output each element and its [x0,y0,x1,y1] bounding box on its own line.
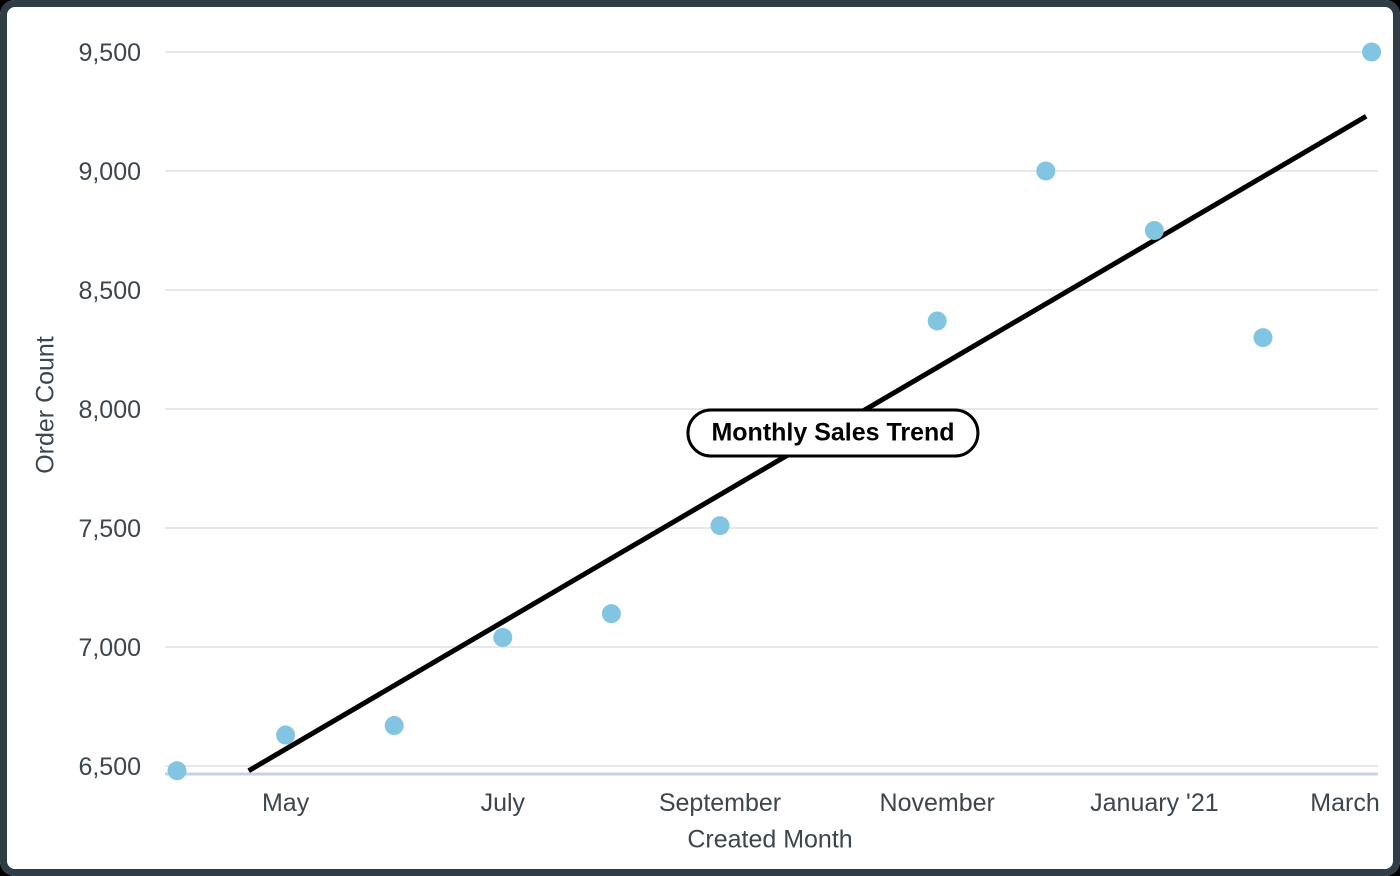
data-point[interactable] [276,725,296,745]
x-axis-title: Created Month [687,825,853,854]
data-point[interactable] [601,604,621,624]
data-point[interactable] [710,516,730,536]
x-tick-label: September [659,789,781,817]
x-tick-label: July [481,789,526,817]
trend-annotation-label: Monthly Sales Trend [711,418,955,447]
x-tick-label: May [262,789,310,817]
y-tick-label: 7,500 [78,515,141,543]
data-point[interactable] [1144,221,1164,240]
trend-annotation-pill: Monthly Sales Trend [686,408,980,458]
y-tick-label: 6,500 [78,753,141,781]
y-tick-label: 8,000 [78,396,141,424]
y-axis-title: Order Count [31,336,60,474]
y-tick-label: 7,000 [78,634,141,662]
x-tick-label: March [1310,789,1379,817]
x-tick-label: November [880,789,995,817]
x-tick-label: January '21 [1090,789,1218,817]
data-point[interactable] [384,716,404,736]
data-point[interactable] [1362,42,1382,62]
y-tick-label: 9,000 [78,158,141,186]
data-point[interactable] [167,761,187,781]
y-tick-label: 8,500 [78,277,141,305]
data-point[interactable] [493,627,513,647]
y-tick-label: 9,500 [78,39,141,67]
data-point[interactable] [1036,161,1056,181]
data-point[interactable] [1253,328,1273,348]
data-point[interactable] [927,311,947,331]
